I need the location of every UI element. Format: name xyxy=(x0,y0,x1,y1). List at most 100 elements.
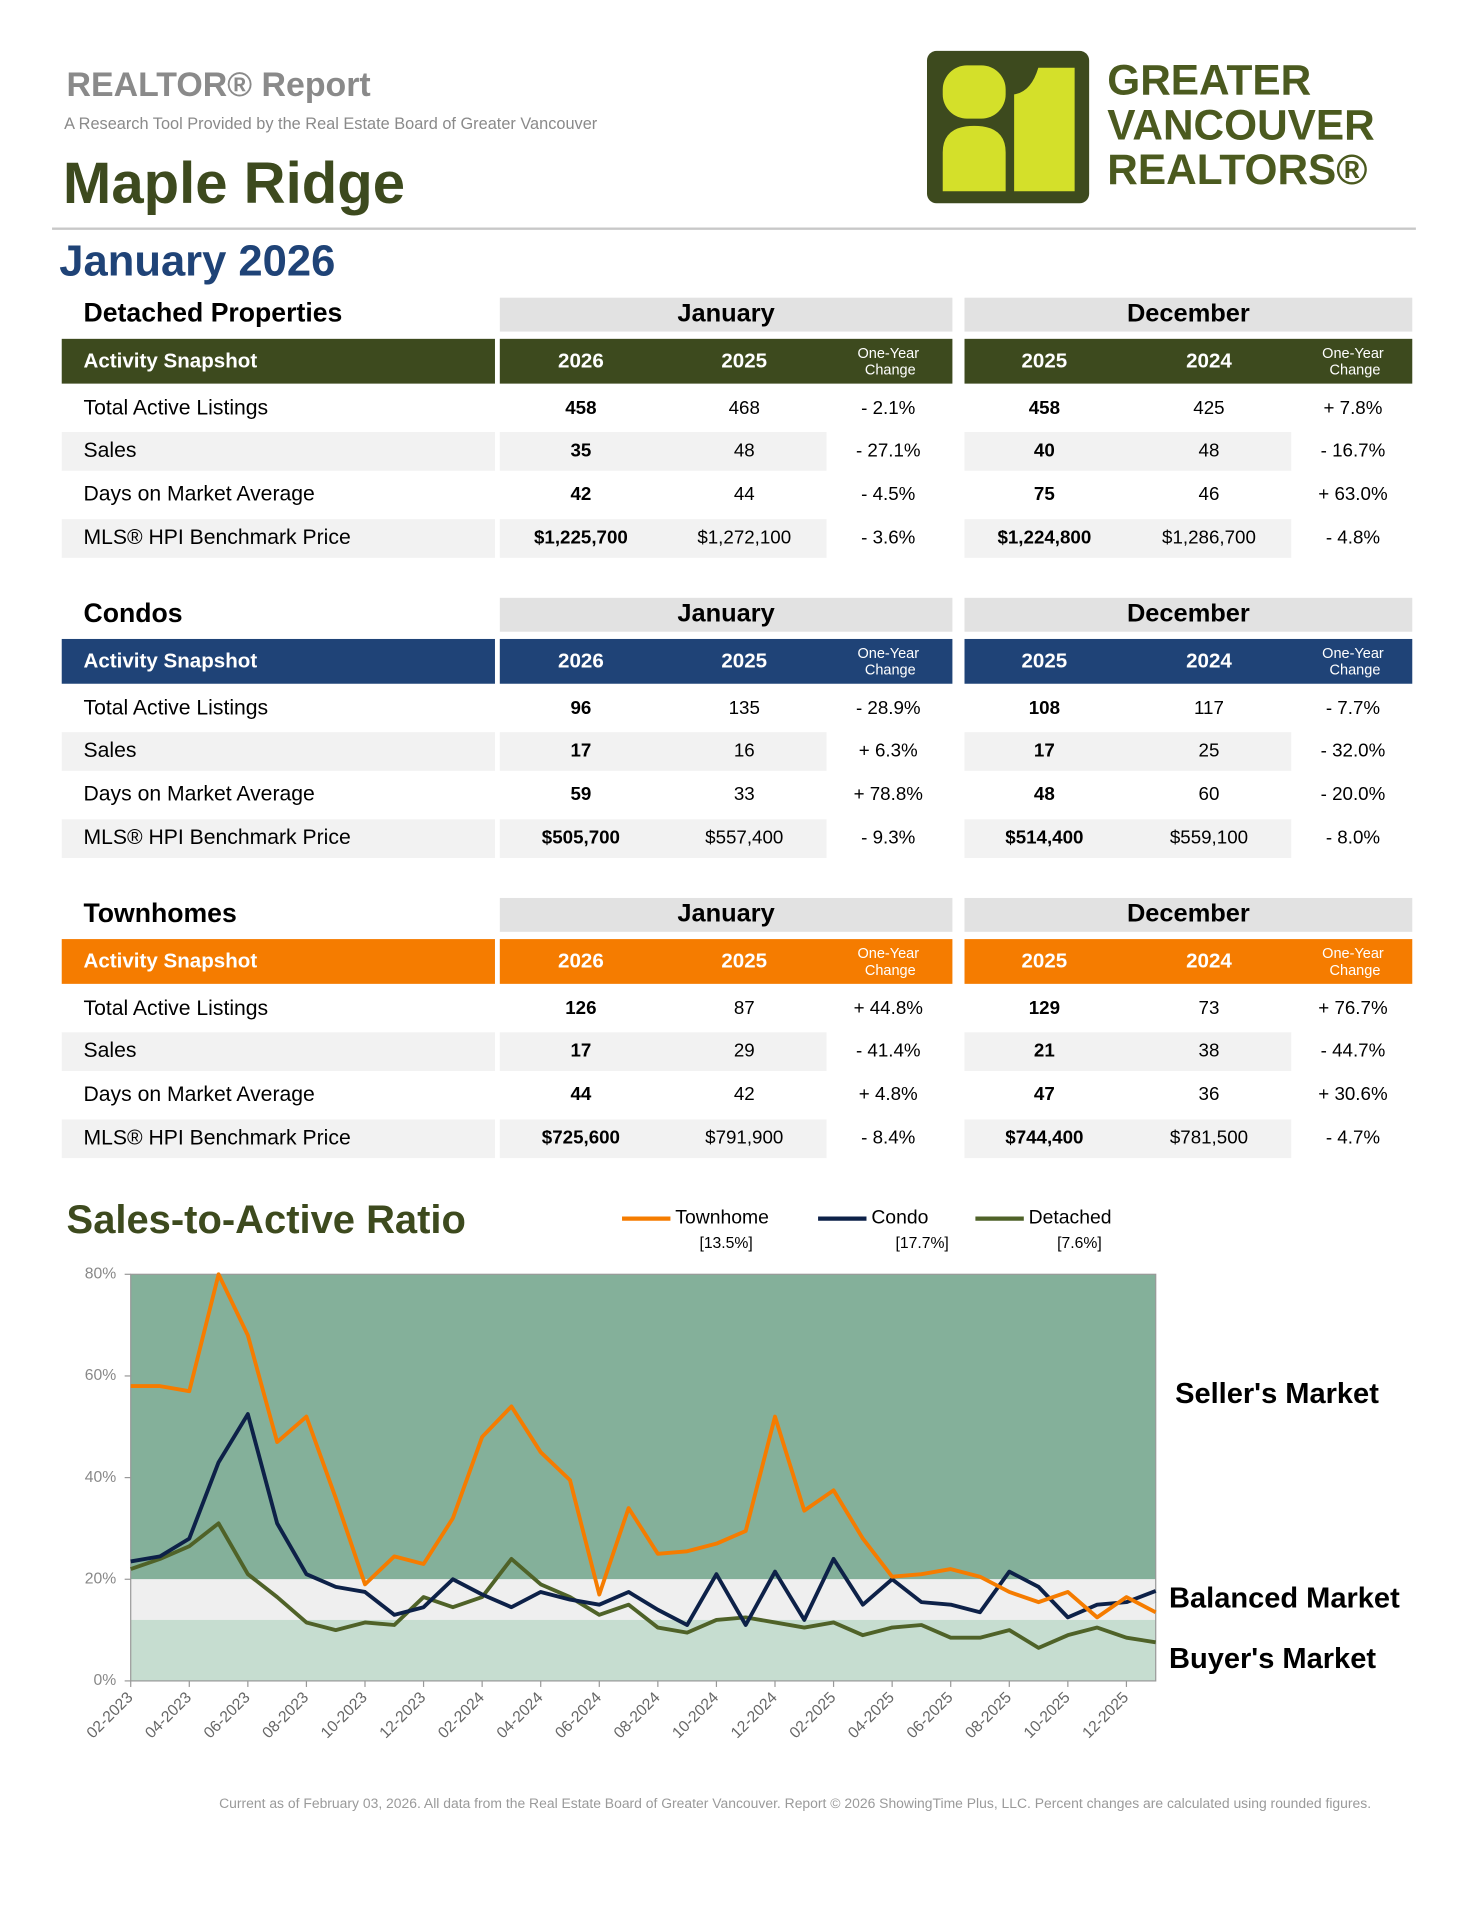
row-band xyxy=(499,732,827,771)
cell: + 30.6% xyxy=(1318,1083,1387,1104)
cell: 40 xyxy=(1034,439,1055,460)
cell: - 4.7% xyxy=(1326,1127,1380,1148)
cell: 96 xyxy=(570,697,591,718)
x-tick-label: 02-2025 xyxy=(787,1689,840,1742)
column-label: 2026 xyxy=(558,349,604,372)
series-line xyxy=(130,1412,1157,1627)
x-tick-label: 04-2023 xyxy=(142,1689,195,1742)
column-label: 2024 xyxy=(1186,950,1232,973)
cell: + 4.8% xyxy=(859,1083,918,1104)
table-title: Detached Properties xyxy=(84,298,343,328)
report-title: REALTOR® Report xyxy=(67,66,371,104)
cell: + 44.8% xyxy=(854,997,923,1018)
row-label: Days on Market Average xyxy=(84,783,315,806)
group-header xyxy=(499,597,953,632)
column-label: One-Year Change xyxy=(1322,646,1384,679)
logo-text: GREATER xyxy=(1107,57,1311,104)
legend-value: [13.5%] xyxy=(699,1235,752,1252)
x-tick-label: 06-2024 xyxy=(552,1689,605,1742)
cell: $1,224,800 xyxy=(997,526,1091,547)
legend-label: Condo xyxy=(871,1207,928,1229)
column-label: 2025 xyxy=(1022,649,1068,672)
cell: 36 xyxy=(1199,1083,1220,1104)
cell: 59 xyxy=(570,783,591,804)
cell: $791,900 xyxy=(705,1127,783,1148)
cell: 108 xyxy=(1029,697,1060,718)
y-tick-label: 0% xyxy=(93,1672,116,1689)
cell: 44 xyxy=(570,1083,591,1104)
cell: - 20.0% xyxy=(1321,783,1386,804)
group-label: January xyxy=(677,599,774,627)
band-label: Seller's Market xyxy=(1175,1378,1379,1410)
cell: 425 xyxy=(1193,397,1224,418)
row-band xyxy=(964,819,1292,859)
row-band xyxy=(61,519,495,558)
x-tick-label: 04-2024 xyxy=(494,1689,547,1742)
group-label: December xyxy=(1127,599,1250,627)
cell: + 78.8% xyxy=(854,783,923,804)
x-tick-label: 02-2023 xyxy=(84,1689,137,1742)
cell: 17 xyxy=(570,1040,591,1061)
row-label: Sales xyxy=(84,1039,137,1062)
group-label: December xyxy=(1127,299,1250,327)
row-label: Sales xyxy=(84,739,137,762)
snapshot-label: Activity Snapshot xyxy=(84,950,258,973)
report-subtitle: A Research Tool Provided by the Real Est… xyxy=(64,115,598,133)
cell: 46 xyxy=(1199,483,1220,504)
row-label: Total Active Listings xyxy=(84,397,269,420)
chart-title: Sales-to-Active Ratio xyxy=(67,1198,466,1242)
column-header xyxy=(499,939,953,984)
x-tick-label: 06-2023 xyxy=(201,1689,254,1742)
group-header xyxy=(964,597,1413,632)
x-tick-label: 08-2023 xyxy=(259,1689,312,1742)
cell: - 32.0% xyxy=(1321,739,1386,760)
row-band xyxy=(61,432,495,471)
cell: $781,500 xyxy=(1170,1127,1248,1148)
x-tick-label: 04-2025 xyxy=(845,1689,898,1742)
series-line xyxy=(130,1521,1157,1650)
area-name: Maple Ridge xyxy=(63,151,405,216)
cell: 17 xyxy=(1034,739,1055,760)
cell: $1,272,100 xyxy=(697,526,791,547)
cell: 47 xyxy=(1034,1083,1055,1104)
column-label: 2025 xyxy=(1022,950,1068,973)
logo-text: REALTORS® xyxy=(1107,146,1367,193)
cell: 87 xyxy=(734,997,755,1018)
column-label: 2025 xyxy=(721,349,767,372)
group-label: January xyxy=(677,299,774,327)
column-label: 2024 xyxy=(1186,649,1232,672)
row-band xyxy=(499,1032,827,1071)
cell: - 8.4% xyxy=(861,1127,915,1148)
column-header xyxy=(499,338,953,384)
row-label: Total Active Listings xyxy=(84,997,269,1020)
cell: + 6.3% xyxy=(859,739,918,760)
cell: 25 xyxy=(1199,739,1220,760)
x-tick-label: 12-2023 xyxy=(377,1689,430,1742)
x-tick-label: 12-2024 xyxy=(728,1689,781,1742)
cell: 75 xyxy=(1034,483,1055,504)
logo-shape xyxy=(942,65,1006,119)
cell: $514,400 xyxy=(1005,827,1083,848)
cell: 29 xyxy=(734,1040,755,1061)
cell: $1,286,700 xyxy=(1162,526,1256,547)
legend-label: Townhome xyxy=(675,1207,769,1229)
logo-shape xyxy=(1014,67,1075,192)
row-band xyxy=(61,732,495,771)
logo-text: VANCOUVER xyxy=(1107,101,1374,148)
group-label: December xyxy=(1127,900,1250,928)
cell: - 3.6% xyxy=(861,526,915,547)
group-header xyxy=(964,897,1413,932)
column-label: 2026 xyxy=(558,950,604,973)
row-band xyxy=(964,519,1292,558)
cell: $744,400 xyxy=(1005,1127,1083,1148)
cell: 44 xyxy=(734,483,755,504)
row-label: Days on Market Average xyxy=(84,1083,315,1106)
group-header xyxy=(499,297,953,332)
band-label: Balanced Market xyxy=(1169,1583,1400,1615)
row-band xyxy=(499,1119,827,1159)
market-band xyxy=(130,1619,1156,1681)
row-band xyxy=(964,1032,1292,1071)
x-tick-label: 02-2024 xyxy=(435,1689,488,1742)
snapshot-label: Activity Snapshot xyxy=(84,349,258,372)
